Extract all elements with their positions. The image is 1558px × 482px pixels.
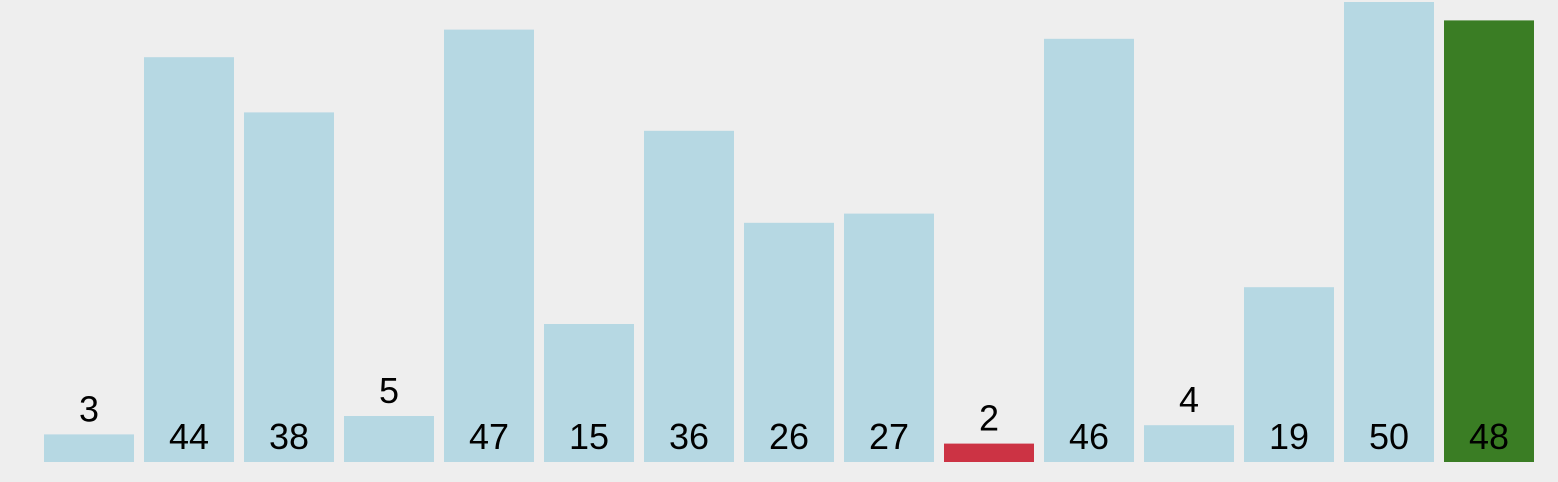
bar-label-3: 5 (379, 370, 399, 411)
bar-label-0: 3 (79, 388, 99, 429)
bar-12 (1244, 287, 1334, 462)
bar-label-13: 50 (1369, 416, 1409, 457)
bar-0 (44, 434, 134, 462)
bar-11 (1144, 425, 1234, 462)
bar-3 (344, 416, 434, 462)
bar-13 (1344, 2, 1434, 462)
bar-10 (1044, 38, 1134, 463)
bar-label-12: 19 (1269, 416, 1309, 457)
bar-8 (844, 213, 934, 462)
bar-label-5: 15 (569, 416, 609, 457)
bar-label-4: 47 (469, 416, 509, 457)
bar-label-2: 38 (269, 416, 309, 457)
bars-group (44, 2, 1534, 463)
bar-2 (244, 112, 334, 463)
bar-7 (744, 222, 834, 462)
bar-label-7: 26 (769, 416, 809, 457)
bar-9 (944, 443, 1034, 462)
bar-4 (444, 29, 534, 462)
bar-label-11: 4 (1179, 379, 1199, 420)
bar-label-14: 48 (1469, 416, 1509, 457)
bar-6 (644, 130, 734, 463)
bar-label-8: 27 (869, 416, 909, 457)
bar-label-9: 2 (979, 398, 999, 439)
bar-label-10: 46 (1069, 416, 1109, 457)
bar-5 (544, 324, 634, 462)
bar-label-1: 44 (169, 416, 209, 457)
labels-group: 3 44 38 5 47 15 36 26 27 2 46 4 19 50 48 (79, 370, 1509, 457)
bar-label-6: 36 (669, 416, 709, 457)
bar-14 (1444, 20, 1534, 463)
bar-1 (144, 57, 234, 462)
